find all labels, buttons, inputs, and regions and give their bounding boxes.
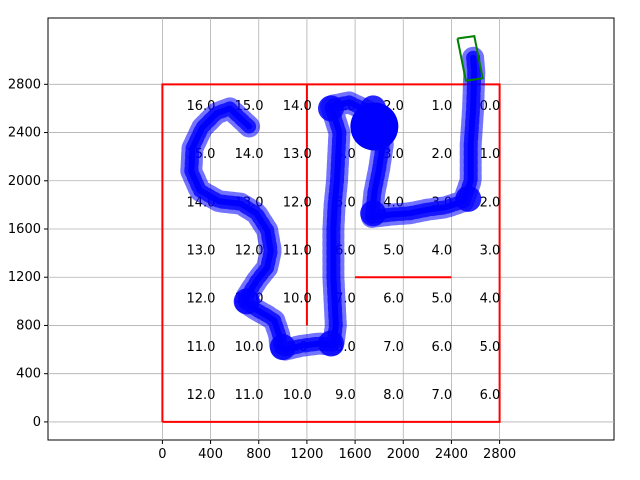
- cell-value-label: 11.0: [235, 388, 264, 403]
- cell-value-label: 12.0: [283, 195, 312, 210]
- x-tick-label: 400: [198, 447, 223, 462]
- cell-value-label: 2.0: [480, 195, 501, 210]
- y-tick-label: 1200: [8, 270, 41, 285]
- y-tick-label: 2400: [8, 126, 41, 141]
- robot-pose-marker: [455, 185, 482, 212]
- robot-pose-marker: [233, 288, 260, 315]
- x-tick-label: 0: [158, 447, 166, 462]
- x-axis-ticks: 0 400 800 1200 1600 2000 2400 2800: [158, 440, 516, 462]
- cell-value-label: 9.0: [335, 388, 356, 403]
- cell-value-label: 11.0: [283, 243, 312, 258]
- cell-value-label: 1.0: [480, 147, 501, 162]
- x-tick-label: 2000: [387, 447, 420, 462]
- robot-path-series: [180, 46, 486, 361]
- cell-value-label: 1.0: [431, 99, 452, 114]
- cell-value-label: 6.0: [431, 340, 452, 355]
- y-tick-label: 2000: [8, 174, 41, 189]
- cell-value-label: 11.0: [186, 340, 215, 355]
- x-tick-label: 1200: [290, 447, 323, 462]
- y-tick-label: 0: [33, 415, 41, 430]
- cell-value-label: 14.0: [235, 147, 264, 162]
- x-tick-label: 1600: [339, 447, 372, 462]
- cell-value-label: 14.0: [283, 99, 312, 114]
- cell-value-label: 5.0: [431, 292, 452, 307]
- cell-value-label: 10.0: [235, 340, 264, 355]
- x-tick-label: 2800: [483, 447, 516, 462]
- x-tick-label: 800: [246, 447, 271, 462]
- maze-boundary: [161, 83, 501, 423]
- maze-walls: [161, 83, 501, 423]
- cell-value-label: 2.0: [431, 147, 452, 162]
- robot-pose-marker: [360, 200, 387, 227]
- cell-value-label: 6.0: [383, 292, 404, 307]
- cell-value-label: 3.0: [480, 243, 501, 258]
- cell-value-label: 12.0: [235, 243, 264, 258]
- cell-value-label: 4.0: [480, 292, 501, 307]
- cell-value-label: 10.0: [283, 388, 312, 403]
- cell-value-label: 13.0: [283, 147, 312, 162]
- robot-pose-marker: [318, 330, 344, 357]
- y-tick-label: 2800: [8, 77, 41, 92]
- y-tick-label: 800: [16, 318, 41, 333]
- cell-value-label: 5.0: [383, 243, 404, 258]
- robot-pose-marker: [350, 102, 399, 151]
- cell-value-label: 12.0: [186, 292, 215, 307]
- robot-pose-marker: [269, 334, 296, 361]
- y-tick-label: 1600: [8, 222, 41, 237]
- y-axis-ticks: 0 400 800 1200 1600 2000 2400 2800: [8, 77, 48, 430]
- cell-value-label: 10.0: [283, 292, 312, 307]
- cell-value-label: 5.0: [480, 340, 501, 355]
- y-tick-label: 400: [16, 367, 41, 382]
- cell-value-label: 4.0: [431, 243, 452, 258]
- cell-value-label: 12.0: [186, 388, 215, 403]
- goal-box-outline: [456, 34, 484, 82]
- cell-value-label: 0.0: [480, 99, 501, 114]
- cell-value-label: 6.0: [480, 388, 501, 403]
- cell-value-label: 13.0: [186, 243, 215, 258]
- robot-pose-marker: [318, 95, 344, 122]
- cell-value-label: 8.0: [383, 388, 404, 403]
- cell-value-label: 7.0: [431, 388, 452, 403]
- robot-path-trace: [188, 54, 478, 353]
- x-tick-label: 2400: [435, 447, 468, 462]
- cell-value-label: 7.0: [383, 340, 404, 355]
- goal-box: [456, 34, 484, 82]
